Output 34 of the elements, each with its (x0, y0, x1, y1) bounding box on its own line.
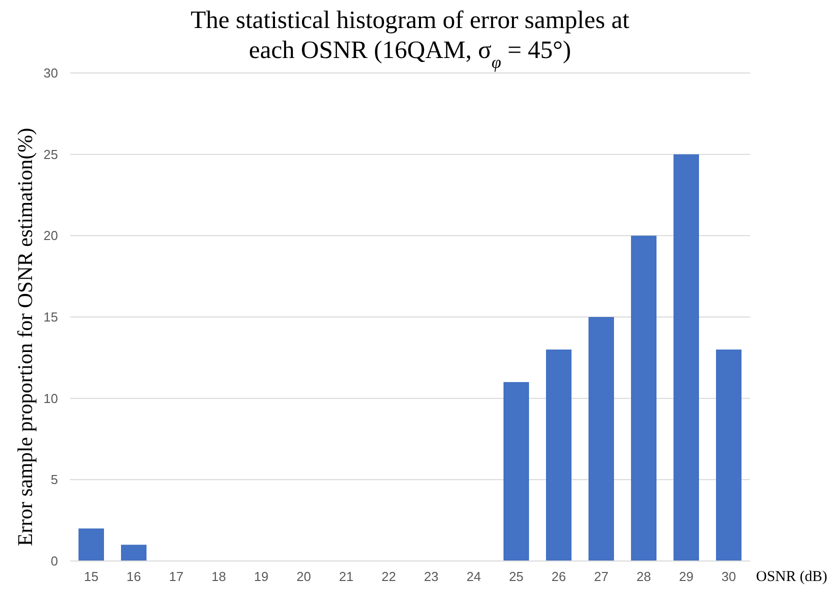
chart-title: The statistical histogram of error samples at each OSNR (16QAM, σ$_{φ}$ = 45°) (190, 7, 630, 72)
y-tick-label: 5 (50, 472, 58, 488)
x-tick-label: 16 (126, 569, 141, 584)
bar (546, 350, 572, 561)
x-tick-label: 26 (552, 569, 566, 584)
x-tick-label: 15 (84, 569, 98, 584)
y-tick-label: 0 (50, 554, 58, 569)
x-tick-label: 17 (169, 569, 184, 584)
bar (588, 317, 614, 561)
y-tick-label: 30 (44, 66, 58, 81)
x-tick-label: 30 (722, 569, 736, 584)
y-tick-label: 15 (44, 310, 58, 325)
x-tick-label: 24 (466, 569, 481, 584)
x-tick-label: 20 (296, 569, 311, 584)
y-tick-label: 10 (44, 390, 58, 406)
x-tick-label: 25 (509, 569, 524, 584)
bar (121, 544, 146, 561)
bar (674, 154, 699, 561)
x-tick-label: 18 (212, 569, 226, 584)
x-axis-title: OSNR (dB) (756, 569, 828, 585)
y-axis-title: Error sample proportion for OSNR estimation(%) (13, 128, 37, 546)
y-tick-label: 25 (44, 146, 58, 162)
x-tick-label: 27 (594, 569, 608, 584)
x-tick-label: 21 (339, 569, 354, 584)
bar (716, 350, 742, 561)
x-tick-label: 22 (382, 569, 396, 584)
bar (631, 236, 656, 561)
y-tick-label: 20 (44, 228, 58, 244)
x-tick-label: 23 (424, 569, 438, 584)
bar (78, 528, 104, 561)
x-tick-label: 29 (679, 569, 694, 584)
x-tick-label: 28 (636, 569, 651, 584)
x-tick-label: 19 (254, 569, 268, 584)
bar (504, 382, 529, 561)
